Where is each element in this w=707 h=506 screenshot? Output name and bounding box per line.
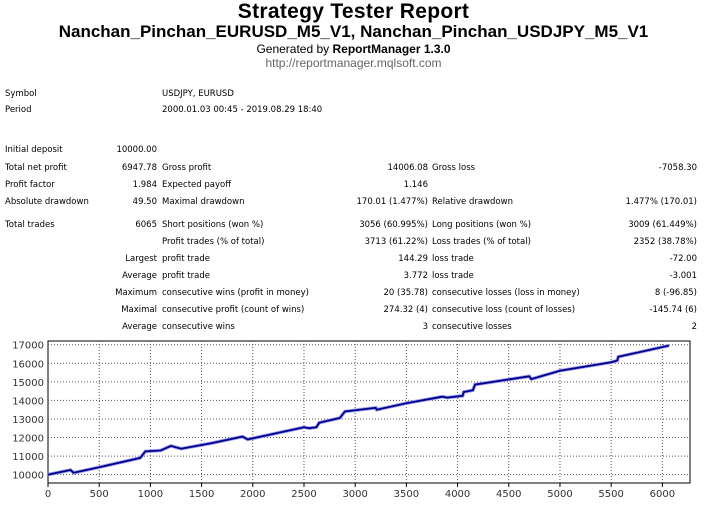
stat-value: -72.00 <box>669 254 697 264</box>
stat-value: 3 <box>422 322 428 332</box>
stat-label: Total trades <box>5 220 55 230</box>
stat-value: 3713 (61.22%) <box>364 237 428 247</box>
stat-value: 2 <box>691 322 697 332</box>
x-tick-label: 5000 <box>547 489 572 500</box>
stat-value: -3.001 <box>669 271 697 281</box>
stat-value: Average <box>122 322 157 332</box>
stat-value: 1.146 <box>403 180 428 190</box>
y-tick-label: 16000 <box>12 359 44 370</box>
x-tick-label: 3000 <box>342 489 367 500</box>
stat-value: 6947.78 <box>121 163 157 173</box>
stat-value: 3009 (61.449%) <box>628 220 697 230</box>
y-tick-label: 17000 <box>12 341 44 352</box>
stat-value: Largest <box>125 254 157 264</box>
stat-label: consecutive losses <box>432 322 512 332</box>
stat-label: consecutive losses (loss in money) <box>432 288 580 298</box>
report-title: Strategy Tester Report <box>237 0 470 23</box>
stat-value: Average <box>122 271 157 281</box>
stat-label: Total net profit <box>5 163 67 173</box>
y-tick-label: 14000 <box>12 396 44 407</box>
stat-label: Short positions (won %) <box>162 220 264 230</box>
x-tick-label: 5500 <box>598 489 623 500</box>
stat-value: 8 (-96.85) <box>654 288 697 298</box>
generated-prefix: Generated by <box>256 42 333 56</box>
stat-value: 3056 (60.995%) <box>359 220 428 230</box>
stat-label: Symbol <box>5 89 37 99</box>
stat-label: loss trade <box>432 254 474 264</box>
y-tick-label: 15000 <box>12 378 44 389</box>
x-tick-label: 1000 <box>138 489 163 500</box>
stat-label: 2000.01.03 00:45 - 2019.08.29 18:40 <box>162 105 323 115</box>
x-tick-label: 500 <box>90 489 109 500</box>
y-tick-label: 13000 <box>12 415 44 426</box>
stat-label: Expected payoff <box>162 180 232 190</box>
stat-label: Absolute drawdown <box>5 197 89 207</box>
generator-name: ReportManager 1.3.0 <box>332 42 451 56</box>
stat-value: 10000.00 <box>116 145 157 155</box>
stat-label: Profit trades (% of total) <box>162 237 265 247</box>
stat-value: 20 (35.78) <box>383 288 428 298</box>
x-tick-label: 4000 <box>445 489 470 500</box>
stat-value: -7058.30 <box>658 163 697 173</box>
report-subtitle: Nanchan_Pinchan_EURUSD_M5_V1, Nanchan_Pi… <box>58 22 649 41</box>
stat-value: 14006.08 <box>387 163 428 173</box>
y-tick-label: 11000 <box>12 452 44 463</box>
y-tick-label: 10000 <box>12 471 44 482</box>
plot-area <box>47 340 691 484</box>
stat-value: 274.32 (4) <box>383 305 428 315</box>
x-tick-label: 3500 <box>394 489 419 500</box>
stat-value: 49.50 <box>132 197 157 207</box>
stat-label: loss trade <box>432 271 474 281</box>
equity-line <box>47 344 670 476</box>
x-tick-label: 2500 <box>291 489 316 500</box>
stat-label: consecutive loss (count of losses) <box>432 305 576 315</box>
stat-label: Initial deposit <box>5 145 63 155</box>
x-tick-label: 0 <box>45 489 51 500</box>
stat-label: Gross loss <box>432 163 476 173</box>
stat-label: Profit factor <box>5 180 55 190</box>
stat-label: consecutive wins <box>162 322 235 332</box>
stat-label: Relative drawdown <box>432 197 513 207</box>
stat-label: profit trade <box>162 271 210 281</box>
stat-value: Maximum <box>115 288 157 298</box>
stat-label: Period <box>5 105 32 115</box>
x-tick-label: 6000 <box>650 489 675 500</box>
stat-value: 170.01 (1.477%) <box>356 197 429 207</box>
stat-label: Loss trades (% of total) <box>432 237 531 247</box>
stat-label: consecutive profit (count of wins) <box>162 305 305 315</box>
stat-value: 1.984 <box>132 180 157 190</box>
stat-label: profit trade <box>162 254 210 264</box>
stat-value: 3.772 <box>403 271 428 281</box>
x-tick-label: 4500 <box>496 489 521 500</box>
x-tick-label: 2000 <box>240 489 265 500</box>
stat-value: 6065 <box>135 220 157 230</box>
stat-label: Long positions (won %) <box>432 220 532 230</box>
x-tick-label: 1500 <box>189 489 214 500</box>
generated-by: Generated by ReportManager 1.3.0 <box>0 42 707 56</box>
stat-value: 2352 (38.78%) <box>633 237 697 247</box>
stat-label: Gross profit <box>162 163 212 173</box>
report-url[interactable]: http://reportmanager.mqlsoft.com <box>265 56 442 70</box>
stat-value: Maximal <box>121 305 157 315</box>
stat-label: USDJPY, EURUSD <box>162 89 234 99</box>
stat-value: 144.29 <box>398 254 428 264</box>
stat-label: Maximal drawdown <box>162 197 245 207</box>
y-tick-label: 12000 <box>12 434 44 445</box>
stat-value: -145.74 (6) <box>649 305 697 315</box>
stat-value: 1.477% (170.01) <box>625 197 698 207</box>
stat-label: consecutive wins (profit in money) <box>162 288 309 298</box>
